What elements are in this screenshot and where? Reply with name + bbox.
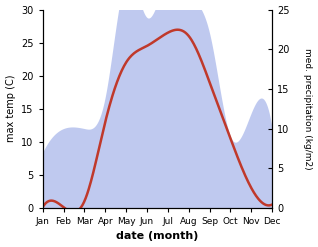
X-axis label: date (month): date (month) (116, 231, 199, 242)
Y-axis label: med. precipitation (kg/m2): med. precipitation (kg/m2) (303, 48, 313, 169)
Y-axis label: max temp (C): max temp (C) (5, 75, 16, 143)
